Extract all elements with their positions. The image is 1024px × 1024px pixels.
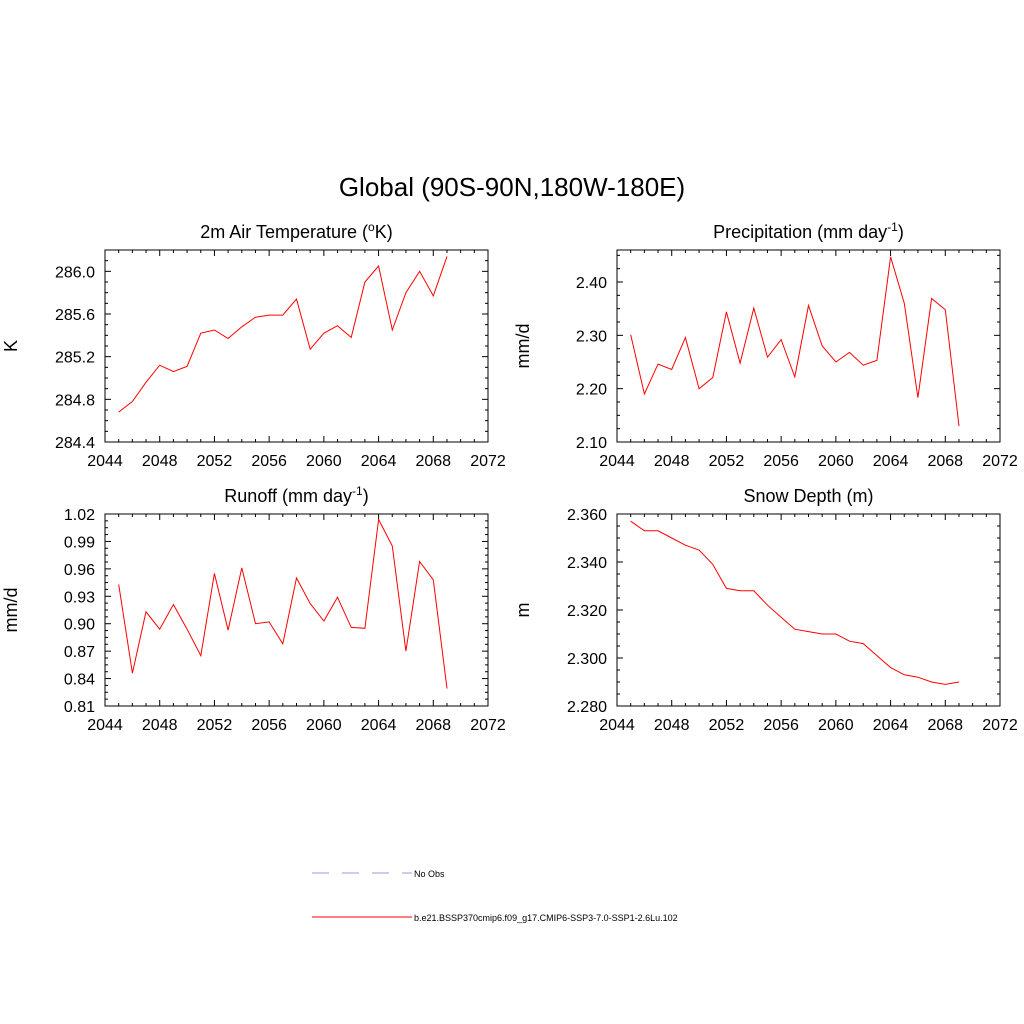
y-tick-label: 0.93 [64,589,95,606]
plot-frame [104,513,489,707]
y-tick-label: 0.90 [64,617,95,634]
x-tick-label: 2068 [927,717,963,734]
x-tick-label: 2056 [763,453,799,470]
legend: No Obs b.e21.BSSP370cmip6.f09_g17.CMIP6-S… [312,869,678,923]
chart-panels: 2m Air Temperature (oK) K 2044 2048 2052 2056… [1,220,1018,734]
plot-frame [104,249,489,443]
x-tick-label: 2064 [873,717,909,734]
x-tick-label: 2068 [927,453,963,470]
x-tick-label: 2052 [197,717,233,734]
x-tick-label: 2052 [709,717,745,734]
series-line [630,520,960,685]
x-tick-label: 2044 [599,717,635,734]
y-tick-label: 1.02 [64,507,95,524]
series-line [118,517,448,689]
legend-label: No Obs [414,869,445,879]
chart-panel-2: Precipitation (mm day-1) mm/d 2044 2048 2052… [513,220,1018,470]
y-tick-label: 285.6 [55,307,95,324]
y-tick-label: 285.2 [55,350,95,367]
x-tick-label: 2060 [306,453,342,470]
y-tick-label: 2.40 [576,275,607,292]
series-line [630,256,960,427]
y-tick-label: 0.81 [64,699,95,716]
x-tick-label: 2068 [415,717,451,734]
legend-label: b.e21.BSSP370cmip6.f09_g17.CMIP6-SSP3-7.… [414,913,678,923]
plot-frame [616,513,1001,707]
y-tick-label: 2.340 [567,555,607,572]
y-tick-label: 2.20 [576,382,607,399]
y-tick-label: 0.84 [64,672,95,689]
panel-title: 2m Air Temperature (oK) [200,220,392,242]
x-tick-label: 2072 [470,453,506,470]
y-tick-label: 286.0 [55,264,95,281]
x-tick-label: 2056 [763,717,799,734]
legend-entry-2: b.e21.BSSP370cmip6.f09_g17.CMIP6-SSP3-7.… [312,913,678,923]
series-line [118,256,448,413]
y-tick-label: 284.4 [55,435,95,452]
x-tick-label: 2072 [982,453,1018,470]
x-tick-label: 2056 [251,717,287,734]
chart-panel-1: 2m Air Temperature (oK) K 2044 2048 2052 2056… [1,220,506,470]
panel-title: Precipitation (mm day-1) [713,220,904,242]
figure-title: Global (90S-90N,180W-180E) [339,172,685,202]
x-tick-label: 2064 [361,453,397,470]
x-tick-label: 2072 [470,717,506,734]
y-tick-label: 0.87 [64,644,95,661]
x-tick-label: 2048 [654,717,690,734]
x-tick-label: 2052 [709,453,745,470]
y-tick-label: 2.10 [576,435,607,452]
x-tick-label: 2072 [982,717,1018,734]
x-tick-label: 2060 [306,717,342,734]
x-tick-label: 2048 [142,453,178,470]
x-tick-label: 2060 [818,717,854,734]
x-tick-label: 2056 [251,453,287,470]
x-tick-label: 2044 [87,453,123,470]
x-tick-label: 2048 [654,453,690,470]
x-tick-label: 2060 [818,453,854,470]
x-tick-label: 2048 [142,717,178,734]
y-tick-label: 2.280 [567,699,607,716]
x-tick-label: 2044 [599,453,635,470]
y-axis-label: K [1,340,21,352]
plot-frame [616,249,1001,443]
x-tick-label: 2068 [415,453,451,470]
panel-title: Runoff (mm day-1) [224,484,368,506]
x-tick-label: 2044 [87,717,123,734]
x-tick-label: 2064 [873,453,909,470]
legend-entry-1: No Obs [312,869,445,879]
y-tick-label: 284.8 [55,392,95,409]
y-tick-label: 0.96 [64,562,95,579]
y-tick-label: 2.360 [567,507,607,524]
y-axis-label: mm/d [513,324,533,369]
x-tick-label: 2052 [197,453,233,470]
y-tick-label: 2.30 [576,328,607,345]
y-tick-label: 0.99 [64,534,95,551]
chart-panel-3: Runoff (mm day-1) mm/d 2044 2048 2052 2056 206… [1,484,506,734]
panel-title: Snow Depth (m) [743,486,873,506]
x-tick-label: 2064 [361,717,397,734]
y-tick-label: 2.320 [567,603,607,620]
y-tick-label: 2.300 [567,651,607,668]
y-axis-label: mm/d [1,588,21,633]
y-axis-label: m [513,603,533,618]
chart-panel-4: Snow Depth (m) m 2044 2048 2052 2056 2060 2064 2… [513,486,1018,734]
